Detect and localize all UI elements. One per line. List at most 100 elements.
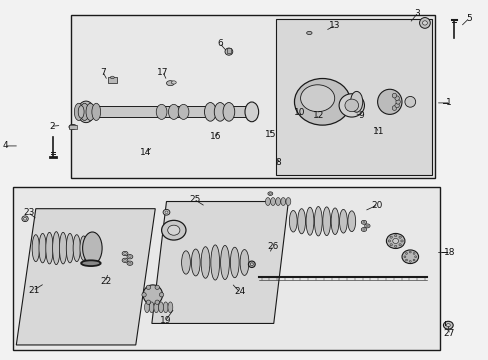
Ellipse shape <box>270 198 275 206</box>
Ellipse shape <box>167 225 180 235</box>
Text: 7: 7 <box>100 68 106 77</box>
Text: 12: 12 <box>312 111 324 120</box>
Ellipse shape <box>81 260 101 266</box>
Ellipse shape <box>78 105 84 118</box>
Text: 3: 3 <box>414 9 420 18</box>
Ellipse shape <box>412 259 414 261</box>
Ellipse shape <box>446 324 449 327</box>
Text: 10: 10 <box>293 108 305 117</box>
Bar <box>93 107 249 117</box>
Ellipse shape <box>74 103 83 121</box>
Ellipse shape <box>154 302 159 313</box>
Ellipse shape <box>122 258 128 262</box>
Ellipse shape <box>146 300 150 304</box>
Ellipse shape <box>267 192 272 195</box>
Ellipse shape <box>143 285 162 305</box>
Ellipse shape <box>395 99 400 104</box>
Ellipse shape <box>53 231 60 265</box>
Text: 23: 23 <box>23 208 35 217</box>
Ellipse shape <box>401 250 418 264</box>
Text: 6: 6 <box>217 39 223 48</box>
Ellipse shape <box>394 96 399 100</box>
Ellipse shape <box>443 321 452 329</box>
Ellipse shape <box>362 229 364 230</box>
Ellipse shape <box>305 207 313 235</box>
Ellipse shape <box>394 103 399 108</box>
Ellipse shape <box>82 232 102 264</box>
Ellipse shape <box>123 260 126 261</box>
Ellipse shape <box>181 251 190 274</box>
Ellipse shape <box>338 94 364 117</box>
Ellipse shape <box>361 220 366 224</box>
Text: 13: 13 <box>328 21 340 30</box>
Ellipse shape <box>178 104 188 120</box>
Text: 9: 9 <box>358 111 364 120</box>
Polygon shape <box>16 209 155 345</box>
Ellipse shape <box>158 302 163 313</box>
Ellipse shape <box>144 302 149 313</box>
Ellipse shape <box>285 198 290 206</box>
Ellipse shape <box>80 236 87 260</box>
Ellipse shape <box>294 78 350 125</box>
Ellipse shape <box>405 253 407 255</box>
Ellipse shape <box>122 251 128 256</box>
Ellipse shape <box>110 76 114 79</box>
Ellipse shape <box>22 216 28 222</box>
Ellipse shape <box>220 246 229 279</box>
Ellipse shape <box>23 217 26 220</box>
Ellipse shape <box>389 244 391 246</box>
Text: 27: 27 <box>443 329 454 338</box>
Text: 14: 14 <box>140 148 151 157</box>
Bar <box>108 77 117 83</box>
Ellipse shape <box>127 261 133 265</box>
Bar <box>226 48 231 53</box>
Ellipse shape <box>146 285 150 289</box>
Ellipse shape <box>92 103 101 121</box>
Ellipse shape <box>77 101 94 123</box>
Ellipse shape <box>414 256 416 258</box>
Ellipse shape <box>275 198 280 206</box>
Ellipse shape <box>405 259 407 261</box>
Ellipse shape <box>149 302 154 313</box>
Text: 19: 19 <box>160 316 171 325</box>
Text: 11: 11 <box>372 127 384 136</box>
Ellipse shape <box>300 85 334 112</box>
Ellipse shape <box>330 208 338 234</box>
Text: 24: 24 <box>234 287 245 296</box>
Ellipse shape <box>404 96 415 107</box>
Text: 16: 16 <box>209 132 221 141</box>
Text: 4: 4 <box>3 141 8 150</box>
Ellipse shape <box>269 193 271 194</box>
Ellipse shape <box>392 238 398 243</box>
Ellipse shape <box>387 240 390 242</box>
Ellipse shape <box>248 261 255 267</box>
Ellipse shape <box>297 209 305 234</box>
Ellipse shape <box>156 104 166 120</box>
Ellipse shape <box>46 232 53 264</box>
Bar <box>69 125 77 129</box>
Text: 20: 20 <box>371 201 382 210</box>
Ellipse shape <box>289 211 297 232</box>
Ellipse shape <box>163 302 168 313</box>
Ellipse shape <box>400 240 403 242</box>
Ellipse shape <box>398 236 401 238</box>
Ellipse shape <box>201 247 209 278</box>
Ellipse shape <box>364 224 369 228</box>
Text: 17: 17 <box>157 68 168 77</box>
Text: 22: 22 <box>100 276 111 285</box>
Text: 18: 18 <box>443 248 454 257</box>
Ellipse shape <box>419 18 429 28</box>
Text: 26: 26 <box>266 242 278 251</box>
Ellipse shape <box>171 81 176 84</box>
Ellipse shape <box>60 232 67 264</box>
Ellipse shape <box>155 300 159 304</box>
Ellipse shape <box>366 225 367 226</box>
Ellipse shape <box>389 236 391 238</box>
Ellipse shape <box>230 247 239 278</box>
Ellipse shape <box>403 256 405 258</box>
Ellipse shape <box>250 263 253 266</box>
Ellipse shape <box>214 103 225 121</box>
Bar <box>276 19 431 175</box>
Ellipse shape <box>166 81 174 86</box>
Text: 8: 8 <box>275 158 281 167</box>
